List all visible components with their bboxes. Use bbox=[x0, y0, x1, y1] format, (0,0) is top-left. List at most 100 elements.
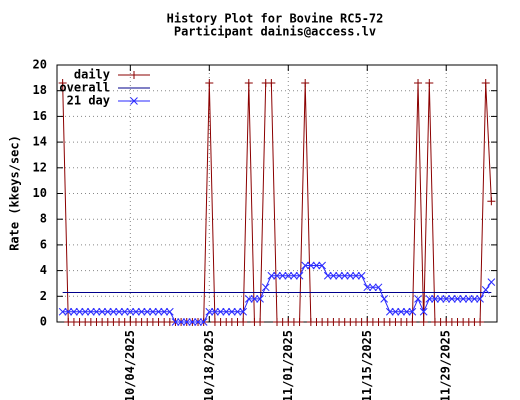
point bbox=[233, 307, 242, 316]
point bbox=[464, 295, 473, 303]
point bbox=[419, 307, 428, 316]
point bbox=[267, 271, 276, 280]
point bbox=[476, 295, 484, 303]
point bbox=[273, 271, 281, 280]
point bbox=[250, 295, 259, 303]
point bbox=[70, 307, 78, 316]
point bbox=[318, 261, 326, 270]
point bbox=[205, 307, 214, 316]
y-tick-label: 16 bbox=[33, 109, 47, 123]
chart-subtitle: Participant dainis@access.lv bbox=[174, 25, 376, 39]
point bbox=[98, 307, 106, 316]
point bbox=[126, 307, 135, 316]
point bbox=[132, 307, 140, 316]
point bbox=[205, 78, 214, 87]
point bbox=[369, 283, 377, 292]
point bbox=[284, 271, 293, 280]
point bbox=[58, 78, 67, 87]
point bbox=[431, 295, 439, 303]
point bbox=[442, 295, 451, 303]
point bbox=[211, 307, 219, 316]
point bbox=[301, 78, 310, 87]
point bbox=[470, 295, 479, 303]
point bbox=[244, 295, 253, 303]
y-axis-label: Rate (kkeys/sec) bbox=[8, 135, 22, 251]
point bbox=[256, 318, 265, 326]
point bbox=[194, 318, 202, 326]
point bbox=[414, 78, 423, 87]
legend-label: 21 day bbox=[67, 94, 110, 108]
point bbox=[64, 307, 73, 316]
point bbox=[188, 318, 197, 326]
point bbox=[267, 78, 276, 87]
point bbox=[346, 271, 355, 280]
point bbox=[244, 78, 253, 87]
point bbox=[239, 307, 248, 316]
point bbox=[130, 97, 138, 105]
point bbox=[216, 307, 225, 316]
point bbox=[199, 318, 208, 326]
point bbox=[278, 271, 287, 280]
point bbox=[340, 271, 349, 280]
point bbox=[137, 307, 146, 316]
point bbox=[487, 197, 496, 206]
point bbox=[239, 318, 248, 326]
point bbox=[103, 307, 112, 316]
point bbox=[81, 307, 90, 316]
point bbox=[295, 318, 304, 326]
point bbox=[481, 286, 490, 294]
point bbox=[459, 295, 468, 303]
x-tick-label: 10/18/2025 bbox=[202, 330, 216, 400]
point bbox=[130, 71, 138, 79]
point bbox=[301, 261, 310, 270]
point bbox=[182, 318, 191, 326]
point bbox=[425, 78, 434, 87]
point bbox=[323, 271, 332, 280]
point bbox=[228, 307, 236, 316]
point bbox=[143, 307, 152, 316]
point bbox=[453, 295, 462, 303]
point bbox=[312, 261, 321, 270]
point bbox=[92, 307, 101, 316]
point bbox=[160, 307, 169, 316]
point bbox=[363, 283, 372, 292]
point bbox=[481, 78, 490, 87]
point bbox=[408, 307, 417, 316]
chart-title: History Plot for Bovine RC5-72 bbox=[167, 12, 384, 26]
point bbox=[374, 283, 383, 292]
y-tick-label: 10 bbox=[33, 186, 47, 200]
point bbox=[487, 278, 496, 287]
legend-label: daily bbox=[74, 68, 110, 82]
y-tick-label: 14 bbox=[33, 135, 47, 149]
y-tick-label: 0 bbox=[40, 315, 47, 329]
point bbox=[402, 307, 411, 316]
point bbox=[436, 295, 445, 303]
point bbox=[86, 307, 95, 316]
point bbox=[408, 318, 417, 326]
point bbox=[357, 271, 366, 280]
y-tick-label: 4 bbox=[40, 263, 47, 277]
x-tick-label: 11/15/2025 bbox=[360, 330, 374, 400]
point bbox=[476, 318, 485, 326]
y-tick-label: 6 bbox=[40, 237, 47, 251]
series-line bbox=[62, 82, 492, 323]
point bbox=[261, 283, 270, 292]
point bbox=[109, 307, 118, 316]
point bbox=[414, 295, 422, 303]
y-tick-label: 2 bbox=[40, 289, 47, 303]
point bbox=[171, 318, 180, 326]
point bbox=[256, 295, 264, 303]
point bbox=[352, 271, 360, 280]
legend-label: overall bbox=[59, 81, 110, 95]
point bbox=[154, 307, 163, 316]
point bbox=[306, 261, 315, 270]
x-tick-label: 11/01/2025 bbox=[281, 330, 295, 400]
x-tick-label: 10/04/2025 bbox=[123, 330, 137, 400]
point bbox=[75, 307, 84, 316]
point bbox=[149, 307, 157, 316]
point bbox=[329, 271, 338, 280]
y-tick-label: 18 bbox=[33, 83, 47, 97]
point bbox=[290, 271, 298, 280]
